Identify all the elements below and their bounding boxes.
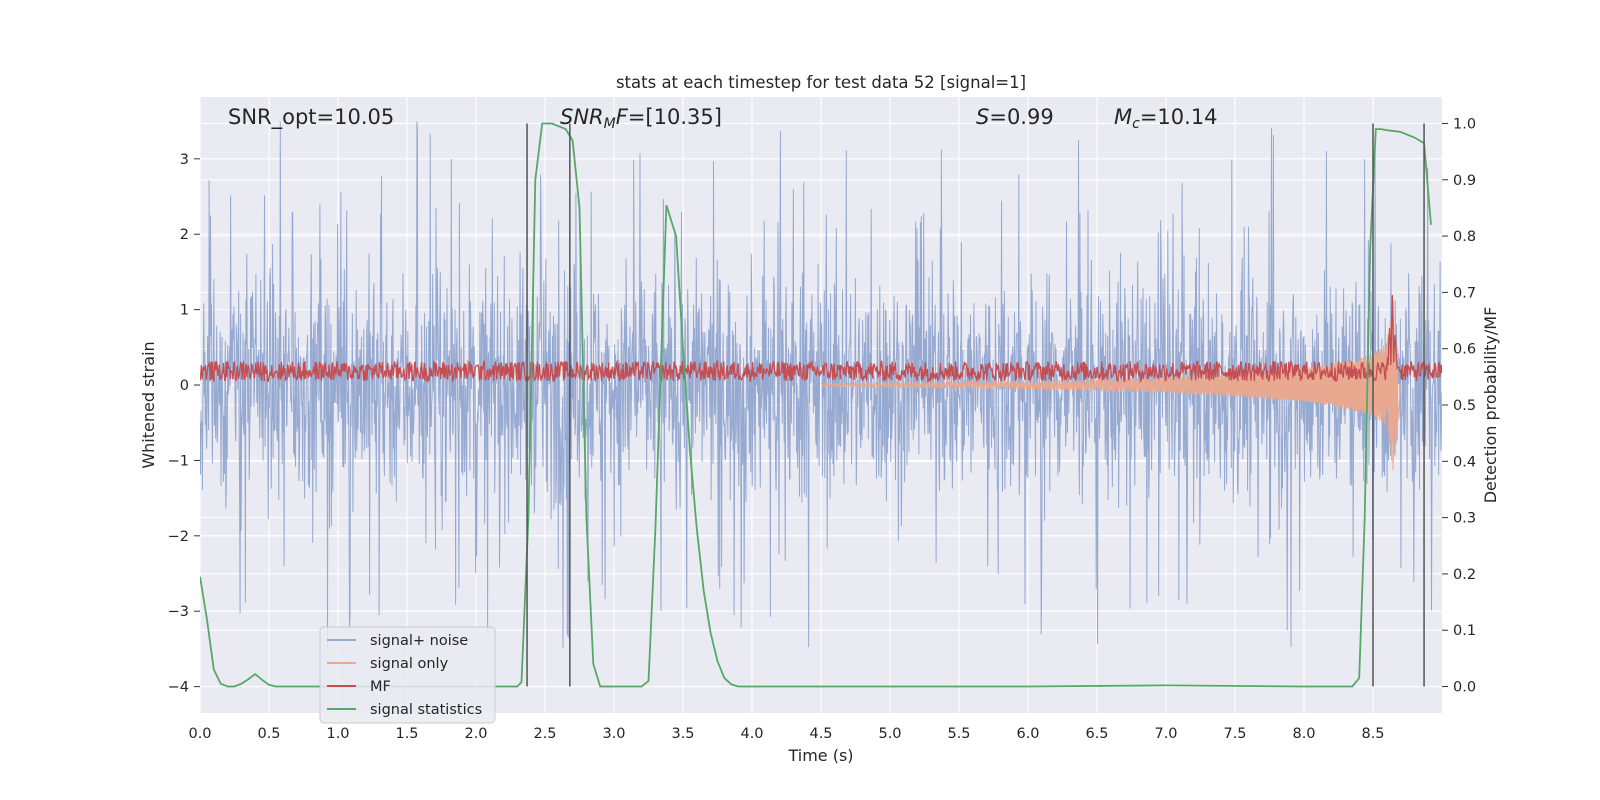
y2-tick-label: 0.3 [1453,511,1476,527]
x-tick-label: 5.5 [947,726,970,742]
y-tick-label: −2 [168,529,189,545]
series-signal-statistics [200,122,1432,688]
x-tick-label: 3.5 [671,726,694,742]
legend-box [319,626,496,724]
x-tick-label: 0.0 [188,726,211,742]
y-tick-label: 3 [180,152,189,168]
legend-label-signal-statistics: signal statistics [370,702,482,718]
x-tick-label: 4.5 [809,726,832,742]
y2-tick-label: 1.0 [1453,116,1476,132]
x-tick-label: 1.0 [326,726,349,742]
x-tick-label: 7.0 [1154,726,1177,742]
y-tick-label: −1 [168,453,189,469]
x-tick-label: 0.5 [257,726,280,742]
x-tick-label: 8.0 [1292,726,1315,742]
y-tick-label: −3 [168,604,189,620]
legend-label-mf: MF [370,679,391,695]
annotation-snr-mf: SNRMF=[10.35] [560,105,722,132]
annotation-mc: Mc=10.14 [1114,105,1218,132]
series-signal-noise [200,121,1442,649]
x-tick-label: 1.5 [395,726,418,742]
y2-tick-label: 0.5 [1453,398,1476,414]
y2-tick-label: 0.7 [1453,285,1476,301]
x-tick-label: 6.0 [1016,726,1039,742]
annotation-s: S=0.99 [976,105,1054,129]
y-tick-label: 2 [180,227,189,243]
x-tick-label: 3.0 [602,726,625,742]
x-tick-label: 2.5 [533,726,556,742]
y2-tick-label: 0.9 [1453,173,1476,189]
annotation-snr-opt: SNR_opt=10.05 [228,105,394,130]
y2-tick-label: 0.8 [1453,229,1476,245]
y-tick-label: −4 [168,680,189,696]
y-tick-label: 1 [180,303,189,319]
y2-tick-label: 0.0 [1453,680,1476,696]
y-tick-label: 0 [180,378,189,394]
legend-label-signal-only: signal only [370,656,449,672]
x-tick-label: 7.5 [1223,726,1246,742]
y2-tick-label: 0.6 [1453,342,1476,358]
vertical-markers [526,123,1425,687]
chart-title: stats at each timestep for test data 52 … [616,73,1026,92]
series-mf [200,294,1442,384]
y2-axis-label: Detection probability/MF [1481,307,1500,504]
y2-tick-label: 0.4 [1453,454,1476,470]
x-tick-label: 8.5 [1361,726,1384,742]
legend-label-signal-noise: signal+ noise [370,633,468,649]
y2-tick-label: 0.2 [1453,567,1476,583]
x-tick-label: 4.0 [740,726,763,742]
x-tick-label: 6.5 [1085,726,1108,742]
y-tick-labels: 3 2 1 0 −1 −2 −3 −4 [168,152,200,696]
y-axis-label: Whitened strain [139,341,158,468]
legend: signal+ noise signal only MF signal stat… [319,626,496,724]
x-tick-labels: 0.0 0.5 1.0 1.5 2.0 2.5 3.0 3.5 4.0 4.5 5.0 5.5 6.0 6… [188,726,1384,742]
y2-tick-labels: 1.0 0.9 0.8 0.7 0.6 0.5 0.4 0.3 0.2 0.1 0.0 [1442,116,1476,696]
x-tick-label: 5.0 [878,726,901,742]
x-tick-label: 2.0 [464,726,487,742]
series-signal-only [820,300,1402,471]
x-axis-label: Time (s) [787,746,853,765]
y2-tick-label: 0.1 [1453,623,1476,639]
